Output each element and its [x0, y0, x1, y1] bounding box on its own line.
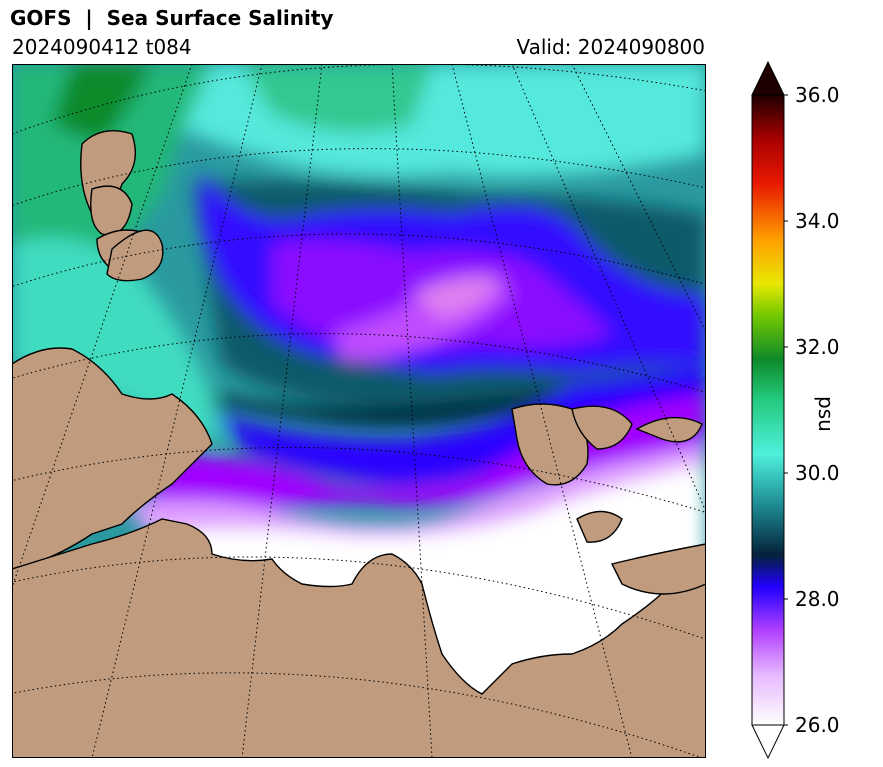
- run-label: 2024090412 t084: [12, 35, 192, 59]
- plot-title: GOFS | Sea Surface Salinity: [10, 6, 334, 30]
- valid-label: Valid: 2024090800: [516, 35, 705, 59]
- colorbar-tick-34: 34.0: [795, 209, 840, 233]
- colorbar-tick-36: 36.0: [795, 83, 840, 107]
- salinity-map: [12, 64, 706, 758]
- colorbar-label: psu: [814, 396, 838, 432]
- colorbar-tick-30: 30.0: [795, 461, 840, 485]
- land: [12, 130, 706, 758]
- colorbar-tick-26: 26.0: [795, 713, 840, 737]
- colorbar: [751, 60, 788, 760]
- graticule: [12, 64, 706, 758]
- colorbar-tick-32: 32.0: [795, 335, 840, 359]
- colorbar-tick-28: 28.0: [795, 587, 840, 611]
